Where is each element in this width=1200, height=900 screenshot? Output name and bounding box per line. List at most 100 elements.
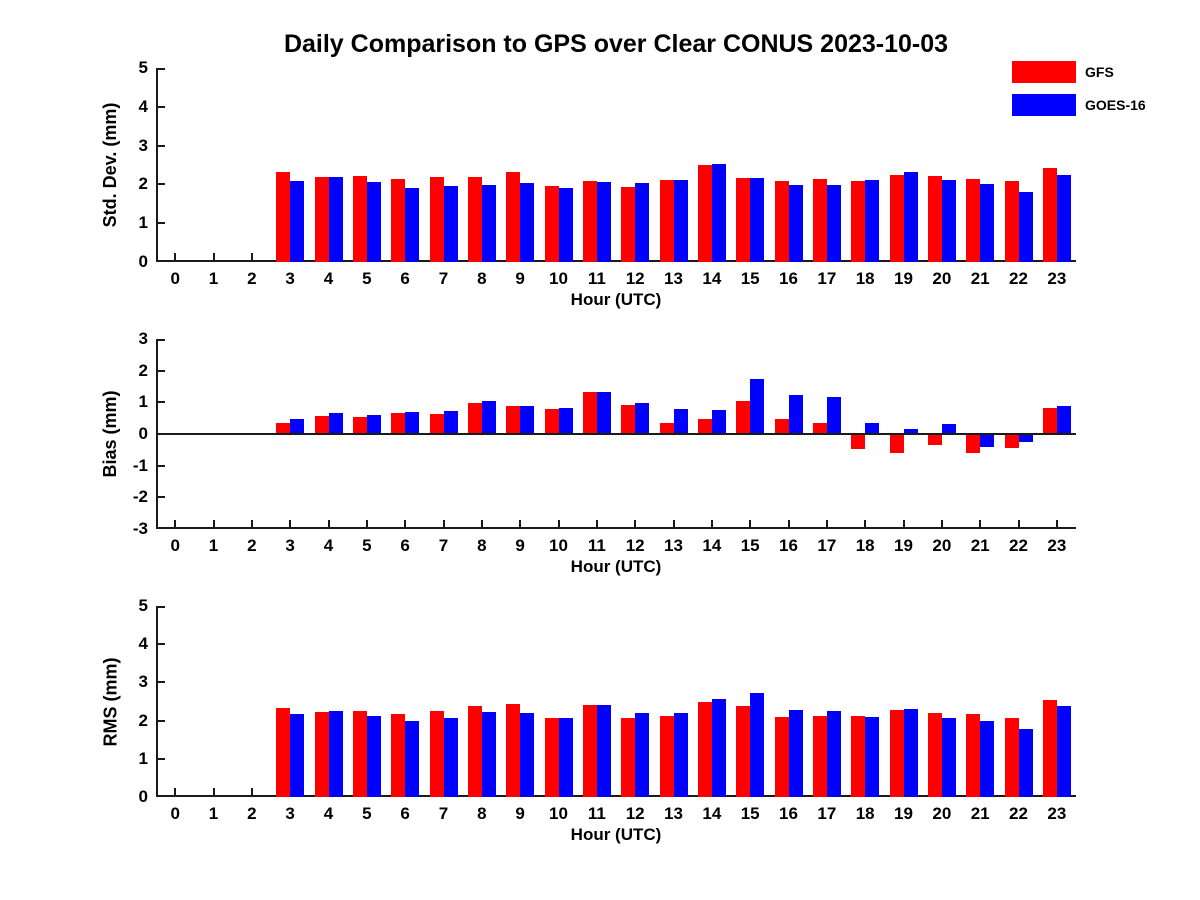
bar-goes16-hour-16 bbox=[788, 709, 803, 797]
bar-gfs-hour-4 bbox=[314, 177, 329, 262]
bar-gfs-hour-13 bbox=[659, 716, 674, 797]
bar-goes16-hour-12 bbox=[635, 182, 650, 262]
std-dev-plot-area: 0 1 2 3 4 5 0 1 2 3 4 5 6 7 8 9 10 11 12 13 14 15 16 17 18 19 20 21… bbox=[139, 58, 1076, 288]
x-tick bbox=[825, 520, 828, 527]
x-tick bbox=[672, 520, 675, 527]
x-tick bbox=[787, 520, 790, 527]
x-tick-label: 9 bbox=[515, 536, 525, 555]
legend-swatch-gfs-icon bbox=[1012, 61, 1076, 83]
x-tick-label: 21 bbox=[970, 804, 990, 823]
bar-goes16-hour-23 bbox=[1056, 406, 1071, 434]
legend-label-goes16: GOES-16 bbox=[1085, 97, 1146, 113]
bar-gfs-hour-10 bbox=[544, 717, 559, 797]
x-tick-label: 15 bbox=[740, 536, 760, 555]
bar-gfs-hour-7 bbox=[429, 711, 444, 797]
bar-goes16-hour-9 bbox=[520, 183, 535, 262]
bar-goes16-hour-10 bbox=[558, 717, 573, 797]
x-tick-label: 11 bbox=[587, 804, 606, 823]
bar-goes16-hour-6 bbox=[405, 720, 420, 797]
bar-gfs-hour-8 bbox=[467, 706, 482, 797]
bar-goes16-hour-17 bbox=[826, 185, 841, 262]
bar-gfs-hour-14 bbox=[697, 164, 712, 262]
x-tick-label: 6 bbox=[400, 536, 410, 555]
x-tick-label: 11 bbox=[587, 536, 606, 555]
bar-goes16-hour-23 bbox=[1056, 706, 1071, 797]
x-tick-label: 7 bbox=[438, 536, 449, 555]
x-tick-label: 6 bbox=[400, 269, 410, 288]
x-tick-label: 16 bbox=[779, 804, 798, 823]
bar-gfs-hour-22 bbox=[1004, 434, 1019, 448]
legend: GFS GOES-16 bbox=[1012, 61, 1146, 127]
x-tick-label: 21 bbox=[970, 269, 990, 288]
bar-goes16-hour-20 bbox=[941, 180, 956, 262]
bar-goes16-hour-15 bbox=[750, 178, 765, 262]
y-tick-label: -2 bbox=[132, 487, 148, 507]
x-tick-label: 17 bbox=[817, 536, 837, 555]
bar-goes16-hour-7 bbox=[443, 185, 458, 262]
bias-x-axis-label: Hour (UTC) bbox=[570, 557, 662, 576]
y-tick-label: 0 bbox=[138, 424, 148, 443]
bar-gfs-hour-17 bbox=[812, 715, 827, 797]
bar-goes16-hour-5 bbox=[366, 415, 381, 434]
x-tick-label: 23 bbox=[1047, 269, 1067, 288]
x-tick-label: 7 bbox=[438, 269, 449, 288]
bar-gfs-hour-19 bbox=[889, 175, 904, 262]
bar-gfs-hour-18 bbox=[851, 434, 866, 450]
bar-gfs-hour-21 bbox=[966, 434, 981, 454]
bar-goes16-hour-20 bbox=[941, 423, 956, 434]
bar-gfs-hour-11 bbox=[582, 392, 597, 434]
bar-gfs-hour-11 bbox=[582, 180, 597, 262]
bar-goes16-hour-5 bbox=[366, 715, 381, 797]
figure-title: Daily Comparison to GPS over Clear CONUS… bbox=[283, 30, 949, 58]
x-tick bbox=[749, 520, 752, 527]
x-tick-label: 1 bbox=[208, 536, 219, 555]
bar-goes16-hour-8 bbox=[481, 401, 496, 434]
y-tick-label: 2 bbox=[138, 360, 148, 380]
rms-x-axis-label: Hour (UTC) bbox=[570, 825, 662, 844]
x-tick bbox=[940, 520, 943, 527]
y-tick bbox=[158, 369, 165, 372]
bar-goes16-hour-22 bbox=[1018, 728, 1033, 797]
x-tick bbox=[212, 788, 215, 795]
bar-goes16-hour-17 bbox=[826, 710, 841, 797]
x-tick-label: 21 bbox=[970, 536, 990, 555]
bar-gfs-hour-16 bbox=[774, 716, 789, 797]
x-tick-label: 8 bbox=[477, 804, 487, 823]
bar-goes16-hour-21 bbox=[980, 434, 995, 448]
bar-goes16-hour-21 bbox=[980, 720, 995, 797]
bar-gfs-hour-3 bbox=[276, 707, 291, 797]
x-tick bbox=[902, 520, 905, 527]
legend-label-gfs: GFS bbox=[1085, 64, 1114, 80]
y-tick bbox=[158, 643, 165, 646]
bar-gfs-hour-23 bbox=[1042, 408, 1057, 434]
bar-goes16-hour-14 bbox=[711, 698, 726, 797]
y-tick bbox=[158, 68, 165, 70]
bar-gfs-hour-8 bbox=[467, 403, 482, 434]
bar-goes16-hour-18 bbox=[865, 422, 880, 434]
y-tick bbox=[158, 527, 165, 529]
y-tick-label: 1 bbox=[138, 392, 148, 412]
bar-gfs-hour-15 bbox=[736, 706, 751, 797]
x-tick-label: 12 bbox=[625, 269, 645, 288]
bar-goes16-hour-3 bbox=[290, 714, 305, 797]
x-tick-label: 10 bbox=[549, 269, 568, 288]
bar-goes16-hour-4 bbox=[328, 177, 343, 262]
x-tick-label: 10 bbox=[549, 536, 568, 555]
x-tick-label: 19 bbox=[894, 804, 913, 823]
bar-goes16-hour-12 bbox=[635, 712, 650, 797]
x-tick-label: 18 bbox=[855, 536, 875, 555]
bar-goes16-hour-19 bbox=[903, 708, 918, 797]
x-tick-label: 5 bbox=[362, 269, 372, 288]
bar-goes16-hour-21 bbox=[980, 184, 995, 262]
bar-gfs-hour-4 bbox=[314, 712, 329, 797]
bar-goes16-hour-8 bbox=[481, 711, 496, 797]
x-tick-label: 20 bbox=[932, 536, 952, 555]
bar-goes16-hour-9 bbox=[520, 406, 535, 434]
bar-gfs-hour-10 bbox=[544, 408, 559, 434]
bar-goes16-hour-3 bbox=[290, 419, 305, 434]
bar-goes16-hour-11 bbox=[596, 182, 611, 262]
bar-gfs-hour-22 bbox=[1004, 717, 1019, 797]
bar-goes16-hour-16 bbox=[788, 395, 803, 434]
x-tick bbox=[404, 520, 407, 527]
x-tick-label: 17 bbox=[817, 804, 837, 823]
